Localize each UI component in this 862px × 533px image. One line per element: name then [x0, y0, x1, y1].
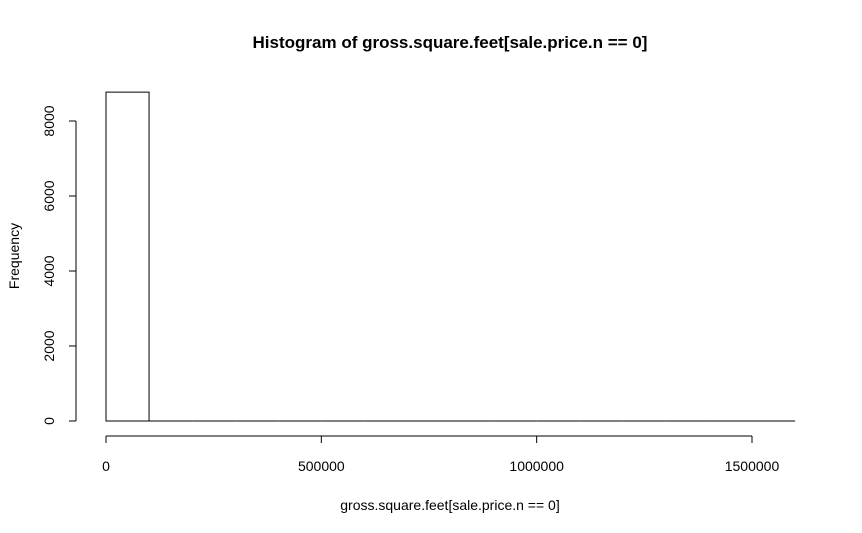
y-tick-label: 4000 — [41, 255, 57, 286]
x-tick-label: 1000000 — [509, 458, 564, 474]
x-axis: 0 500000 1000000 1500000 — [102, 435, 780, 474]
y-tick-label: 8000 — [41, 105, 57, 136]
y-tick-label: 2000 — [41, 330, 57, 361]
y-axis: 0 2000 4000 6000 8000 — [41, 105, 77, 425]
x-tick-label: 0 — [102, 458, 110, 474]
histogram-bar — [105, 91, 150, 422]
y-tick-label: 6000 — [41, 180, 57, 211]
x-tick-label: 500000 — [298, 458, 345, 474]
y-tick-label: 0 — [41, 417, 57, 425]
histogram-bars — [105, 91, 796, 422]
x-tick-label: 1500000 — [725, 458, 780, 474]
chart-title: Histogram of gross.square.feet[sale.pric… — [253, 33, 648, 52]
y-axis-label: Frequency — [6, 223, 22, 289]
x-axis-label: gross.square.feet[sale.price.n == 0] — [340, 497, 559, 513]
